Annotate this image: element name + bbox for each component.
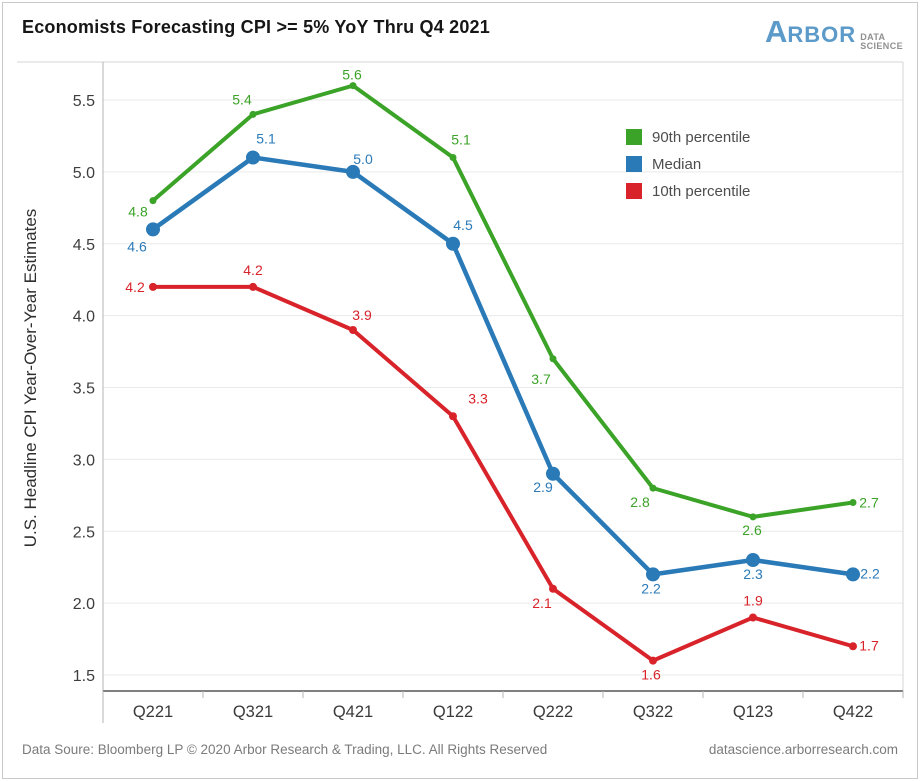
data-point[interactable] (749, 613, 757, 622)
legend-swatch-blue (626, 156, 642, 172)
data-point[interactable] (849, 499, 857, 506)
data-point[interactable] (446, 236, 460, 251)
y-tick-label: 3.0 (73, 452, 95, 469)
legend-label: 90th percentile (652, 128, 751, 146)
data-point[interactable] (349, 82, 357, 90)
data-point[interactable] (649, 484, 657, 492)
legend-label: 10th percentile (652, 182, 751, 200)
data-point[interactable] (249, 110, 257, 118)
data-point[interactable] (846, 567, 860, 582)
legend-swatch-green (626, 129, 642, 145)
legend-label: Median (652, 155, 702, 173)
legend: 90th percentile Median 10th percentile (626, 129, 750, 210)
data-point[interactable] (549, 584, 557, 593)
data-point[interactable] (146, 222, 160, 237)
y-tick-label: 2.0 (73, 596, 95, 613)
data-label: 5.4 (232, 91, 252, 107)
y-tick-label: 2.5 (73, 524, 95, 541)
data-label: 2.6 (742, 522, 762, 538)
x-tick-label: Q123 (733, 703, 773, 721)
data-label: 1.6 (641, 667, 661, 683)
data-label: 4.5 (453, 217, 473, 233)
legend-swatch-red (626, 183, 642, 199)
x-tick-label: Q122 (433, 703, 473, 721)
data-label: 4.6 (127, 238, 147, 254)
x-tick-label: Q221 (133, 703, 173, 721)
data-label: 5.0 (353, 151, 373, 167)
data-point[interactable] (749, 513, 757, 521)
x-tick-label: Q421 (333, 703, 373, 721)
data-point[interactable] (549, 355, 557, 363)
data-label: 2.1 (532, 595, 552, 611)
data-point[interactable] (849, 642, 857, 651)
data-label: 5.6 (342, 67, 362, 83)
data-label: 2.8 (630, 494, 650, 510)
x-tick-label: Q321 (233, 703, 273, 721)
data-label: 2.2 (641, 580, 661, 596)
data-label: 3.3 (468, 390, 488, 406)
data-point[interactable] (246, 150, 260, 165)
y-tick-label: 5.0 (73, 165, 95, 182)
data-label: 2.3 (743, 566, 763, 582)
y-tick-label: 5.5 (73, 93, 95, 110)
data-point[interactable] (346, 164, 360, 179)
footer-attribution: Data Soure: Bloomberg LP © 2020 Arbor Re… (22, 742, 548, 757)
legend-item-median[interactable]: Median (626, 155, 750, 173)
series-line-10th-percentile (151, 284, 855, 663)
data-label: 3.9 (352, 307, 372, 323)
y-tick-label: 1.5 (73, 668, 95, 685)
logo-tagline-top: DATA (860, 32, 886, 42)
data-label: 5.1 (256, 131, 276, 147)
logo-brand: RBOR (787, 22, 857, 47)
data-point[interactable] (646, 567, 660, 582)
data-point[interactable] (449, 154, 457, 161)
data-point[interactable] (449, 412, 457, 421)
data-point[interactable] (649, 656, 657, 665)
x-tick-label: Q322 (633, 703, 673, 721)
data-point[interactable] (149, 197, 157, 205)
data-point[interactable] (149, 282, 157, 291)
footer-website[interactable]: datascience.arborresearch.com (708, 742, 898, 757)
logo-tagline-bottom: SCIENCE (860, 41, 903, 51)
series-line-median (150, 155, 856, 577)
y-tick-label: 4.0 (73, 309, 95, 326)
data-label: 4.2 (243, 262, 263, 278)
data-label: 2.9 (533, 479, 553, 495)
data-label: 1.7 (859, 637, 879, 653)
x-tick-label: Q422 (833, 703, 873, 721)
data-point[interactable] (249, 282, 257, 291)
data-label: 5.1 (451, 132, 471, 148)
y-tick-label: 4.5 (73, 237, 95, 254)
page-title: Economists Forecasting CPI >= 5% YoY Thr… (22, 17, 490, 37)
x-tick-label: Q222 (533, 703, 573, 721)
logo-tagline: DATA SCIENCE (860, 33, 903, 51)
data-point[interactable] (349, 326, 357, 334)
data-label: 2.2 (860, 565, 880, 581)
data-label: 3.7 (531, 371, 551, 387)
data-point[interactable] (746, 553, 760, 567)
arbor-logo: A RBOR DATA SCIENCE (765, 14, 903, 53)
data-label: 4.2 (125, 279, 145, 295)
data-label: 1.9 (743, 593, 763, 609)
series-line-90th-percentile (151, 83, 855, 519)
data-point[interactable] (546, 466, 560, 481)
data-label: 4.8 (128, 204, 148, 220)
logo-initial: A (765, 14, 788, 49)
legend-item-10th-percentile[interactable]: 10th percentile (626, 182, 751, 200)
legend-item-90th-percentile[interactable]: 90th percentile (626, 128, 751, 146)
y-tick-label: 3.5 (73, 381, 95, 398)
data-label: 2.7 (859, 495, 879, 511)
